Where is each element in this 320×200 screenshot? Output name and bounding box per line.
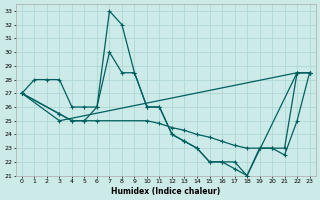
X-axis label: Humidex (Indice chaleur): Humidex (Indice chaleur) bbox=[111, 187, 220, 196]
